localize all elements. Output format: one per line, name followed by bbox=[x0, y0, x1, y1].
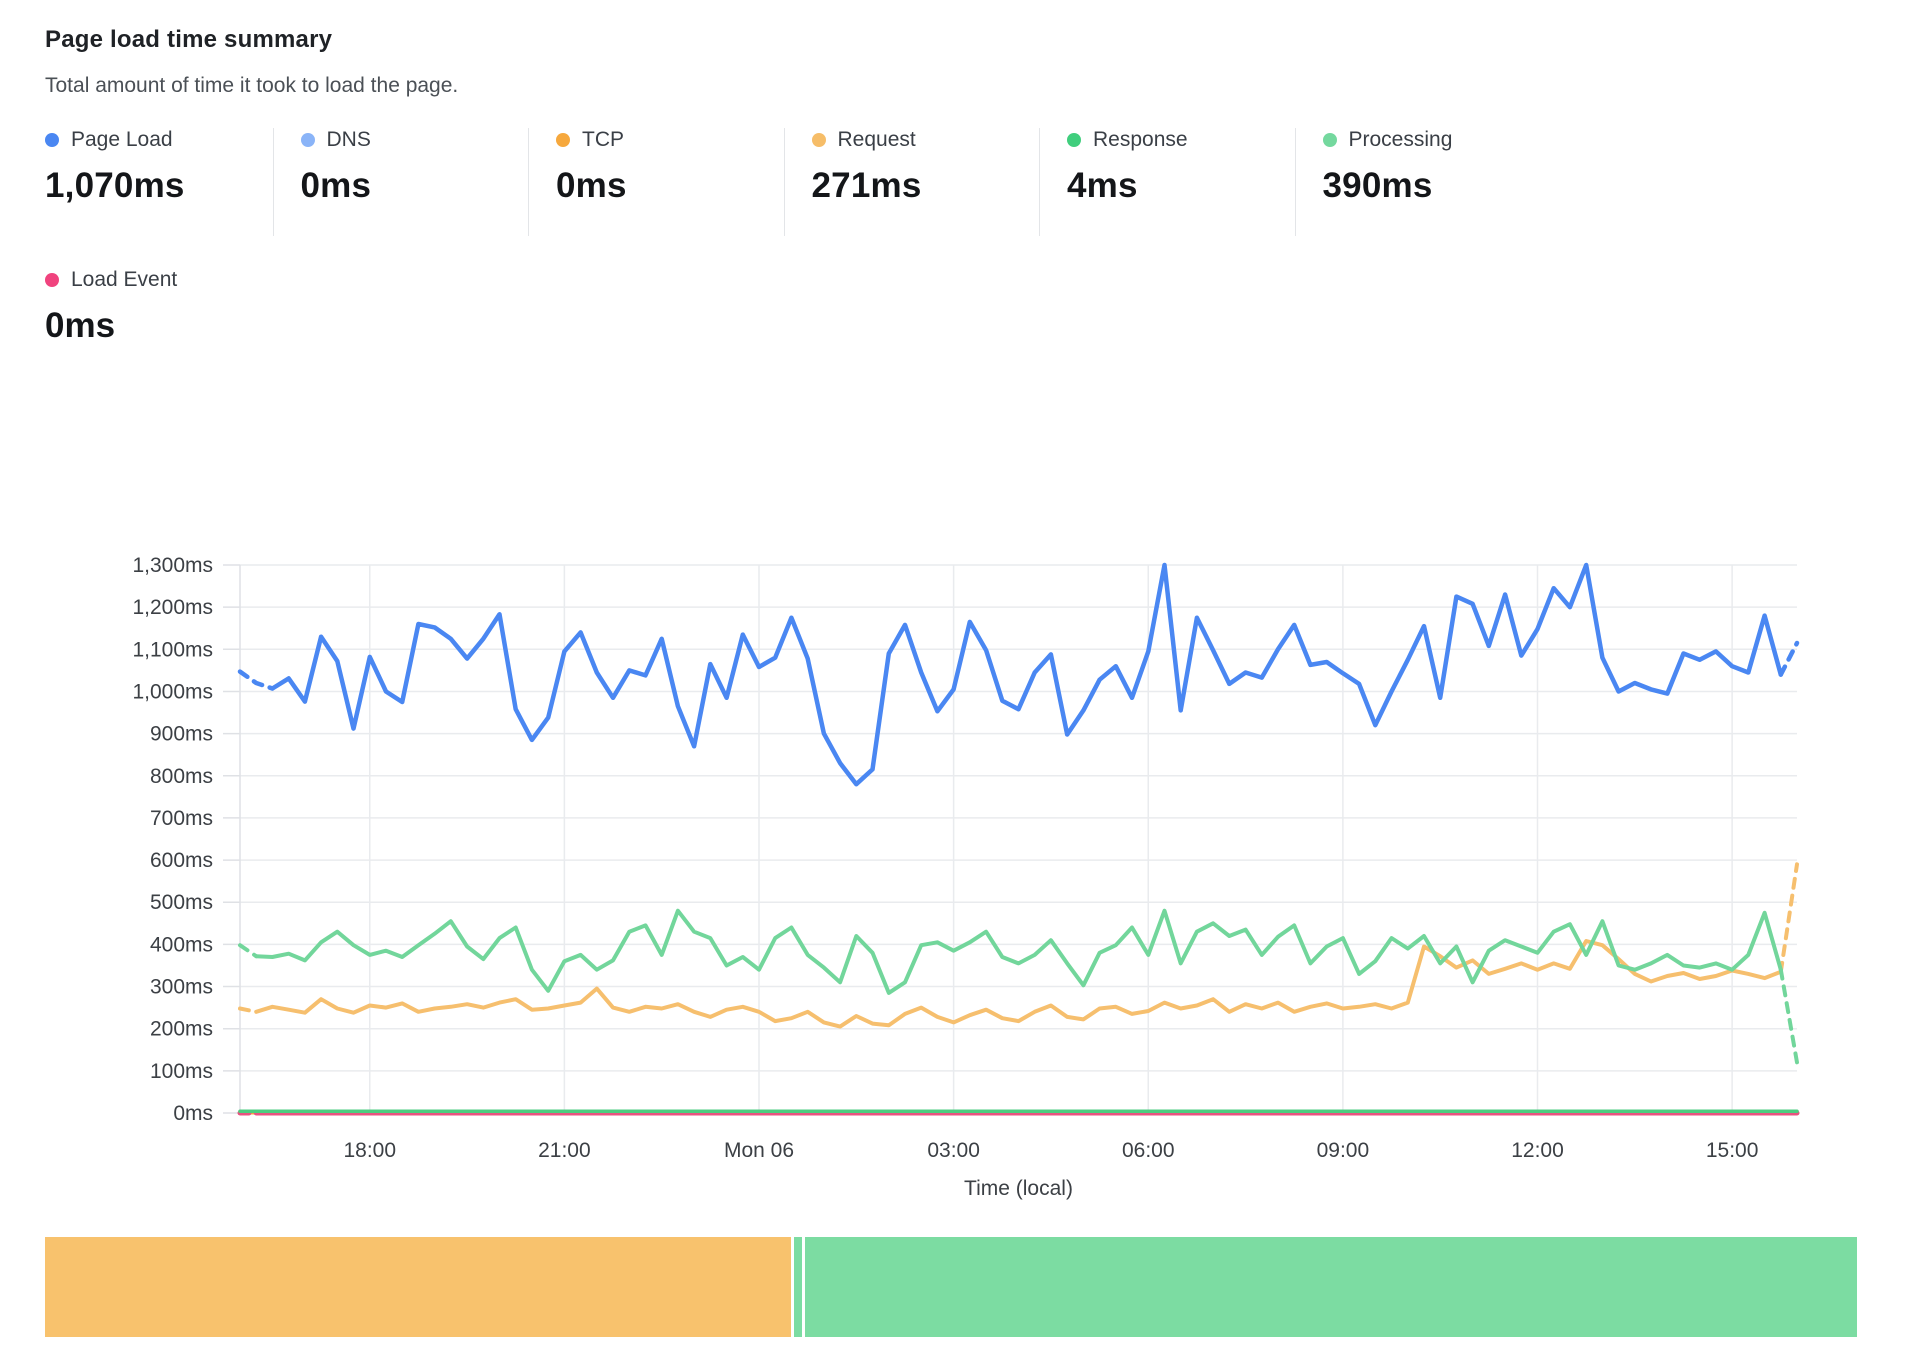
metric-value: 271ms bbox=[811, 166, 922, 205]
y-tick-label: 900ms bbox=[150, 723, 213, 746]
legend-dot bbox=[300, 133, 315, 147]
metric-value: 390ms bbox=[1322, 166, 1433, 205]
x-tick-label: 06:00 bbox=[1122, 1139, 1175, 1162]
timeline-bar-segment-response-sliver[interactable] bbox=[794, 1237, 803, 1337]
metric-value: 4ms bbox=[1067, 166, 1138, 205]
metric-label: Processing bbox=[1348, 128, 1453, 151]
load-event-legend-dot bbox=[45, 273, 59, 287]
metric-divider bbox=[272, 128, 274, 236]
y-tick-label: 100ms bbox=[150, 1060, 213, 1083]
metric-page-load: Page Load 1,070ms bbox=[45, 128, 275, 206]
metric-divider bbox=[1039, 128, 1040, 236]
legend-dot bbox=[1322, 133, 1337, 147]
timeline-overview-bar[interactable] bbox=[45, 1237, 1857, 1337]
x-tick-label: 21:00 bbox=[538, 1139, 591, 1162]
y-tick-label: 400ms bbox=[150, 933, 213, 956]
x-tick-label: 09:00 bbox=[1317, 1139, 1370, 1162]
legend-dot bbox=[1067, 133, 1081, 147]
series-processing-dashed-start bbox=[238, 943, 259, 959]
y-tick-label: 0ms bbox=[173, 1102, 213, 1125]
legend-dot bbox=[556, 133, 570, 147]
chart-svg[interactable]: 0ms 100ms 200ms 300ms 400ms 500ms 600ms 700ms 80… bbox=[0, 0, 1910, 1225]
x-tick-label: 15:00 bbox=[1706, 1139, 1759, 1162]
legend-dot bbox=[45, 133, 59, 147]
metric-divider bbox=[783, 128, 785, 236]
metric-divider bbox=[528, 128, 529, 236]
y-tick-label: 800ms bbox=[150, 765, 213, 788]
metric-load-event: Load Event 0ms bbox=[45, 268, 177, 346]
x-tick-label: Mon 06 bbox=[724, 1139, 794, 1162]
series-request-line bbox=[254, 939, 1783, 1029]
y-tick-label: 1,200ms bbox=[132, 596, 213, 619]
metric-value: 1,070ms bbox=[45, 166, 185, 205]
series-page-load-dashed-end bbox=[1778, 640, 1800, 677]
y-tick-label: 700ms bbox=[150, 807, 213, 830]
metric-response: Response 4ms bbox=[1067, 128, 1297, 206]
series-page-load-dashed-start bbox=[237, 669, 275, 691]
timeline-bar-segment-response-range[interactable] bbox=[805, 1237, 1857, 1337]
timeline-bar-gap bbox=[791, 1237, 795, 1337]
page-title: Page load time summary bbox=[45, 26, 333, 53]
legend-dot bbox=[811, 133, 826, 147]
metric-processing: Processing 390ms bbox=[1322, 128, 1553, 206]
metric-request: Request 271ms bbox=[811, 128, 1042, 206]
series-request-dashed-start bbox=[238, 1006, 259, 1014]
metric-label: DNS bbox=[326, 128, 371, 151]
series-page-load-line bbox=[270, 562, 1784, 787]
timeline-bar-segment-request-range[interactable] bbox=[45, 1237, 792, 1337]
metric-label: Load Event bbox=[71, 268, 178, 291]
metric-dns: DNS 0ms bbox=[300, 128, 531, 206]
metric-label: Page Load bbox=[71, 128, 173, 151]
series-processing-dashed-end bbox=[1778, 967, 1799, 1065]
page-subtitle: Total amount of time it took to load the… bbox=[45, 74, 459, 97]
metrics-row: Page Load 1,070ms DNS 0ms TCP 0ms Request 271ms… bbox=[45, 128, 1865, 238]
y-tick-label: 1,100ms bbox=[132, 638, 213, 661]
metric-value: 0ms bbox=[45, 306, 116, 345]
y-tick-label: 200ms bbox=[150, 1018, 213, 1041]
series-request-dashed-end bbox=[1778, 862, 1799, 974]
timeline-bar-gap bbox=[802, 1237, 806, 1337]
y-tick-label: 500ms bbox=[150, 891, 213, 914]
metric-label: TCP bbox=[582, 128, 624, 151]
x-tick-label: 12:00 bbox=[1511, 1139, 1564, 1162]
y-tick-label: 300ms bbox=[150, 976, 213, 999]
y-tick-label: 1,000ms bbox=[132, 680, 213, 703]
y-tick-label: 1,300ms bbox=[132, 554, 213, 577]
series-processing-line bbox=[254, 908, 1783, 995]
x-tick-label: 18:00 bbox=[343, 1139, 396, 1162]
metric-label: Response bbox=[1093, 128, 1188, 151]
metric-value: 0ms bbox=[556, 166, 627, 205]
y-tick-label: 600ms bbox=[150, 849, 213, 872]
metric-label: Request bbox=[837, 128, 916, 151]
metric-tcp: TCP 0ms bbox=[556, 128, 786, 206]
metric-value: 0ms bbox=[300, 166, 372, 205]
x-tick-label: 03:00 bbox=[927, 1139, 980, 1162]
metric-divider bbox=[1294, 128, 1296, 236]
x-axis-title: Time (local) bbox=[964, 1177, 1073, 1200]
